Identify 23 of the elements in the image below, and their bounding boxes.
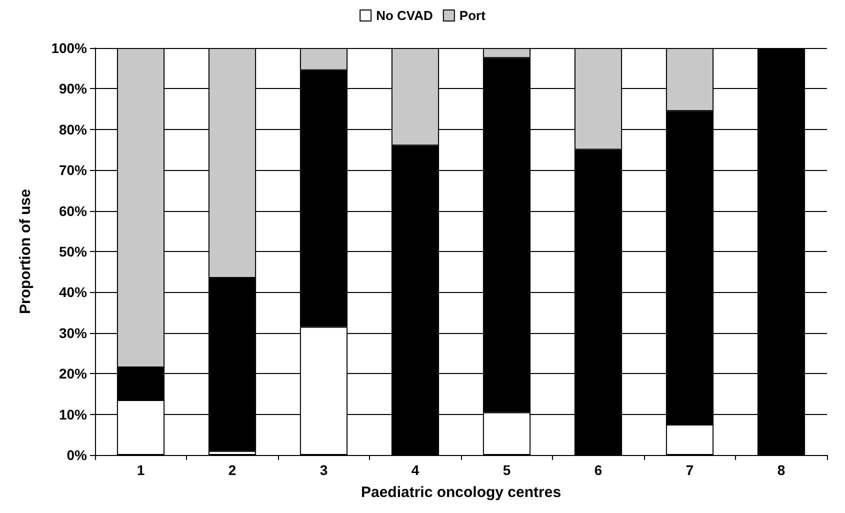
x-tick-label: 5 [502,462,511,478]
x-tick-label: 1 [136,462,145,478]
y-tick-label: 90% [58,80,88,97]
y-tick-label: 30% [58,324,88,341]
x-axis-title: Paediatric oncology centres [360,484,562,501]
y-tick-label: 10% [58,406,88,422]
x-tick-label: 6 [594,462,602,478]
y-tick-label: 60% [58,202,88,219]
y-tick-label: 100% [51,40,88,56]
y-tick-label: 0% [66,447,88,463]
x-tick-label: 2 [228,462,236,478]
y-tick-label: 70% [58,162,88,178]
y-tick-label: 50% [58,244,88,260]
y-tick-label: 80% [58,121,88,138]
y-axis-title: Proportion of use [17,189,34,314]
x-tick-label: 4 [411,462,420,478]
y-tick-label: 20% [58,366,88,382]
x-tick-label: 8 [777,462,786,478]
legend-label: Port [459,8,486,23]
x-tick-label: 3 [320,462,328,478]
y-tick-label: 40% [58,284,88,300]
legend-label: No CVAD [376,8,433,23]
x-tick-label: 7 [686,462,694,478]
